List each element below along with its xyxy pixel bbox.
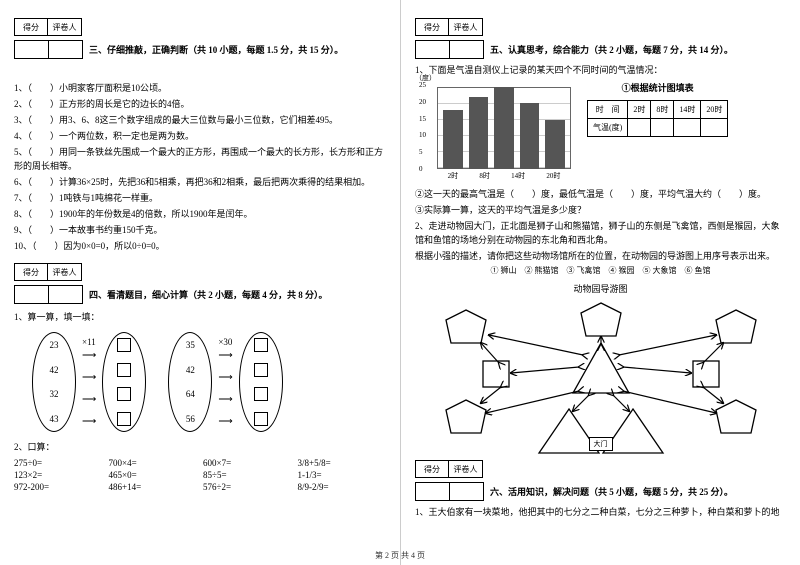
chart-title: ①根据统计图填表 <box>587 81 728 94</box>
score-box-4: 得分 评卷人 <box>14 263 386 281</box>
q3-3: 3、（ ）用3、6、8这三个数字组成的最大三位数与最小三位数，它们相差495。 <box>14 113 386 127</box>
score-box-6: 得分 评卷人 <box>415 460 786 478</box>
oval-left-1: 2342 3243 <box>32 332 76 432</box>
score-cell: 得分 <box>14 18 48 36</box>
q3-5: 5、（ ）用同一条铁丝先围成一个最大的正方形，再围成一个最大的长方形，长方形和正… <box>14 145 386 173</box>
section-5-title: 五、认真思考，综合能力（共 2 小题，每题 7 分，共 14 分）。 <box>484 41 734 59</box>
arrow-icon: ⟶ <box>218 372 232 383</box>
sec4-sub2: 2、口算： <box>14 440 386 454</box>
reviewer-cell: 评卷人 <box>48 18 82 36</box>
page-footer: 第 2 页 共 4 页 <box>0 550 800 561</box>
q3-9: 9、（ ）一本故事书约重150千克。 <box>14 223 386 237</box>
arrow-icon: ⟶ <box>82 372 96 383</box>
q3-6: 6、（ ）计算36×25时，先把36和5相乘，再把36和2相乘，最后把两次乘得的… <box>14 175 386 189</box>
arrow-icon: ⟶ <box>82 350 96 361</box>
section-3-title: 三、仔细推敲，正确判断（共 10 小题，每题 1.5 分，共 15 分）。 <box>83 41 344 59</box>
sec5-q2: 2、走进动物园大门，正北面是狮子山和熊猫馆，狮子山的东侧是飞禽馆，西侧是猴园，大… <box>415 219 786 247</box>
score-box-3: 得分 评卷人 <box>14 18 386 36</box>
right-column: 得分 评卷人 五、认真思考，综合能力（共 2 小题，每题 7 分，共 14 分）… <box>400 0 800 565</box>
oval-left-2: 3542 6456 <box>168 332 212 432</box>
oval-right-2 <box>239 332 283 432</box>
arrow-icon: ⟶ <box>218 394 232 405</box>
q3-1: 1、（ ）小明家客厅面积是10公顷。 <box>14 81 386 95</box>
arrow-icon: ⟶ <box>82 394 96 405</box>
gate-label: 大门 <box>589 437 613 451</box>
zoo-map: 大门 <box>431 295 771 460</box>
arrow-icon: ⟶ <box>218 416 232 427</box>
sec5-q1c: ③实际算一算，这天的平均气温是多少度？ <box>415 203 786 217</box>
section-4-title: 四、看清题目，细心计算（共 2 小题，每题 4 分，共 8 分）。 <box>83 286 328 304</box>
q3-8: 8、（ ）1900年的年份数是4的倍数，所以1900年是闰年。 <box>14 207 386 221</box>
map-title: 动物园导游图 <box>415 282 786 295</box>
oval-right-1 <box>102 332 146 432</box>
q3-7: 7、（ ）1吨铁与1吨棉花一样重。 <box>14 191 386 205</box>
oval-diagram: 2342 3243 ×11 ⟶ ⟶ ⟶ ⟶ 3542 6456 ×30 ⟶ <box>32 332 386 432</box>
calc-grid: 275÷0=700×4=600×7=3/8+5/8= 123×2=465×0=8… <box>14 458 386 492</box>
sec5-q2b: 根据小强的描述，请你把这些动物场馆所在的位置，在动物园的导游图上用序号表示出来。 <box>415 249 786 263</box>
temperature-chart: （度） 2520 1510 50 2时8时 14时20时 <box>415 81 575 181</box>
q3-10: 10、（ ）因为0×0=0，所以0÷0=0。 <box>14 239 386 253</box>
score-box-5: 得分 评卷人 <box>415 18 786 36</box>
left-column: 得分 评卷人 三、仔细推敲，正确判断（共 10 小题，每题 1.5 分，共 15… <box>0 0 400 565</box>
sec5-q1b: ②这一天的最高气温是（ ）度，最低气温是（ ）度，平均气温大约（ ）度。 <box>415 187 786 201</box>
q3-2: 2、（ ）正方形的周长是它的边长的4倍。 <box>14 97 386 111</box>
arrow-icon: ⟶ <box>82 416 96 427</box>
arrow-icon: ⟶ <box>218 350 232 361</box>
fill-table: 时 间2时8时14时20时 气温(度) <box>587 100 728 137</box>
section-6-title: 六、活用知识，解决问题（共 5 小题，每题 5 分，共 25 分）。 <box>484 483 734 501</box>
sec4-sub1: 1、算一算，填一填： <box>14 310 386 324</box>
sec6-q1: 1、王大伯家有一块菜地，他把其中的七分之二种白菜，七分之三种萝卜，种白菜和萝卜的… <box>415 505 786 519</box>
map-legend: ① 狮山 ② 熊猫馆 ③ 飞禽馆 ④ 猴园 ⑤ 大象馆 ⑥ 鱼馆 <box>415 265 786 276</box>
q3-4: 4、（ ）一个两位数，积一定也是两为数。 <box>14 129 386 143</box>
sec5-q1: 1、下面是气温自测仪上记录的某天四个不同时间的气温情况： <box>415 63 786 77</box>
